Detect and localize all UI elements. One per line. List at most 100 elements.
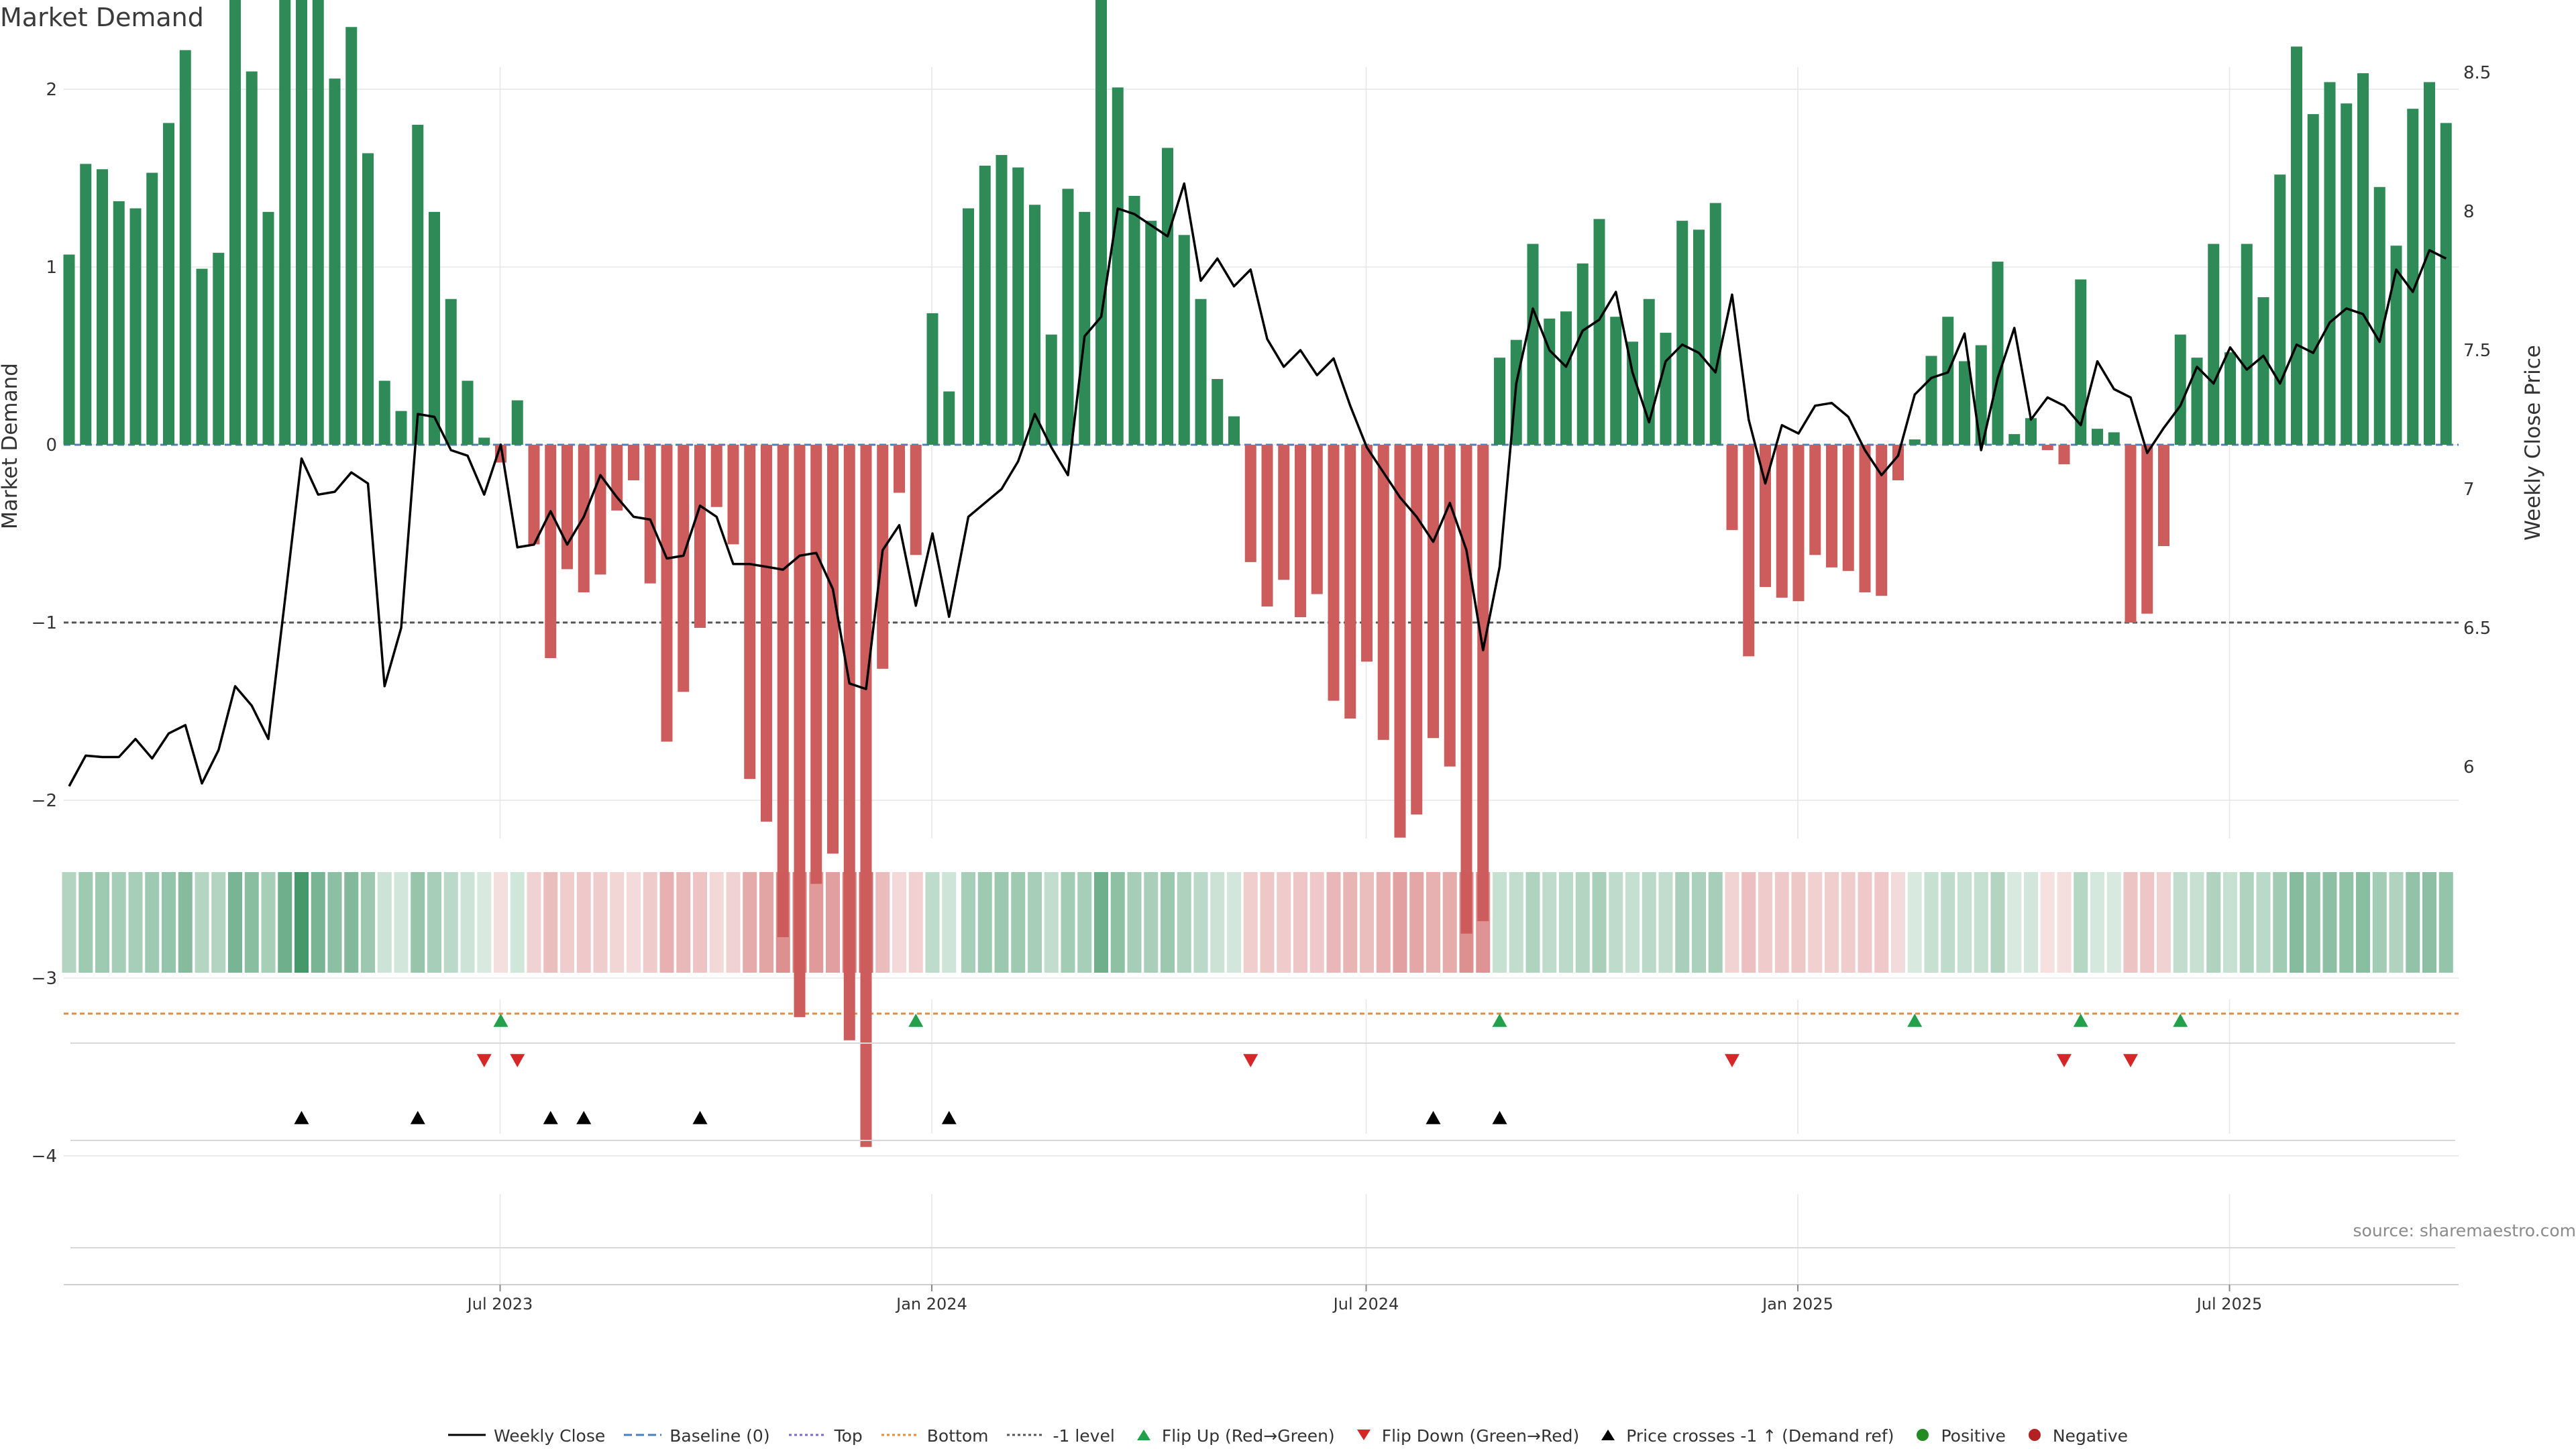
demand-bar [146, 172, 158, 445]
demand-bar [628, 445, 639, 480]
heat-cell [1542, 872, 1557, 973]
demand-bar [2108, 432, 2120, 445]
demand-bar [1610, 317, 1622, 445]
demand-bar [1278, 445, 1290, 580]
demand-bar [246, 71, 258, 445]
demand-bar [1095, 0, 1107, 445]
demand-bar [2141, 445, 2153, 614]
heat-cell [1110, 872, 1125, 973]
demand-bar [644, 445, 656, 584]
heat-cell [1376, 872, 1391, 973]
demand-bar [827, 445, 839, 854]
heat-cell [2389, 872, 2404, 973]
heat-cell [1692, 872, 1706, 973]
heat-cell [1260, 872, 1275, 973]
heat-cell [1957, 872, 1972, 973]
y2-tick-label: 6 [2463, 757, 2475, 777]
heat-cell [1758, 872, 1772, 973]
demand-bar [1444, 445, 1456, 767]
y2-tick-label: 6.5 [2463, 619, 2491, 639]
demand-bar [296, 0, 307, 445]
legend-label: Top [834, 1426, 863, 1446]
heat-cell [510, 872, 525, 973]
heat-cell [1575, 872, 1590, 973]
heat-cell [1509, 872, 1523, 973]
demand-bar [163, 123, 174, 445]
price-cross-legend-icon [1598, 1426, 1618, 1446]
heat-cell [327, 872, 342, 973]
heat-cell [1741, 872, 1756, 973]
heat-cell [1077, 872, 1092, 973]
heat-cell [178, 872, 193, 973]
heat-cell [2024, 872, 2038, 973]
y2-tick-label: 7.5 [2463, 341, 2491, 361]
demand-bar [329, 78, 341, 445]
heat-cell [2356, 872, 2370, 973]
bottom-legend-icon [881, 1426, 919, 1446]
demand-bar [1128, 196, 1140, 445]
heat-cell [1442, 872, 1457, 973]
heat-cell [344, 872, 359, 973]
heat-cell [1028, 872, 1042, 973]
heat-cell [1210, 872, 1225, 973]
minus-one-legend-icon [1007, 1426, 1045, 1446]
legend-item-flip-down: Flip Down (Green→Red) [1354, 1426, 1580, 1446]
negative-legend-icon [2025, 1426, 2045, 1446]
heat-cell [676, 872, 691, 973]
demand-bar [2291, 46, 2302, 445]
demand-bar [1925, 356, 1937, 445]
demand-bar [1809, 445, 1821, 555]
heat-cell [2306, 872, 2320, 973]
heat-cell [411, 872, 425, 973]
heat-cell [826, 872, 840, 973]
demand-bar [2440, 123, 2452, 445]
demand-bar [179, 50, 191, 445]
demand-bar [1942, 317, 1954, 445]
heat-cell [1625, 872, 1640, 973]
demand-bar [213, 252, 225, 445]
heat-cell [62, 872, 76, 973]
flip-down-marker [1725, 1054, 1739, 1067]
demand-bar [2191, 358, 2203, 445]
legend-item-top: Top [788, 1426, 863, 1446]
heat-cell [543, 872, 558, 973]
demand-bar [545, 445, 557, 658]
demand-bar [511, 400, 523, 445]
demand-bar [345, 27, 358, 445]
demand-bar [2307, 114, 2319, 445]
heat-cell [2090, 872, 2104, 973]
heat-cell [1609, 872, 1623, 973]
heat-cell [659, 872, 674, 973]
price-cross-marker [294, 1111, 309, 1124]
demand-bar [2341, 103, 2353, 445]
demand-bar [1062, 189, 1074, 445]
y-tick-label: −3 [32, 969, 57, 989]
demand-bar [1560, 311, 1572, 445]
legend-item-negative: Negative [2025, 1426, 2128, 1446]
heat-cell [1907, 872, 1922, 973]
price-cross-marker [1426, 1111, 1441, 1124]
heat-cell [1791, 872, 1806, 973]
y-tick-label: −1 [32, 613, 57, 633]
heat-cell [1493, 872, 1507, 973]
heat-cell [1924, 872, 1939, 973]
demand-bar [1311, 445, 1323, 594]
heat-cell [294, 872, 309, 973]
heat-cell [527, 872, 541, 973]
y-tick-label: 1 [46, 258, 57, 278]
demand-bar [262, 211, 274, 445]
demand-bar [1743, 445, 1755, 657]
source-note: source: sharemaestro.com [2353, 1221, 2576, 1240]
demand-bar [1876, 445, 1888, 596]
legend-label: Flip Down (Green→Red) [1381, 1426, 1580, 1446]
heat-cell [1277, 872, 1291, 973]
demand-bar [429, 211, 440, 445]
heat-cell [627, 872, 641, 973]
price-line-layer [68, 182, 2447, 787]
heat-cell [1891, 872, 1905, 973]
demand-bar [1328, 445, 1340, 701]
demand-bar [744, 445, 756, 780]
y2-tick-label: 8 [2463, 202, 2475, 222]
heat-cell [1011, 872, 1026, 973]
y-tick-label: −2 [32, 791, 57, 811]
